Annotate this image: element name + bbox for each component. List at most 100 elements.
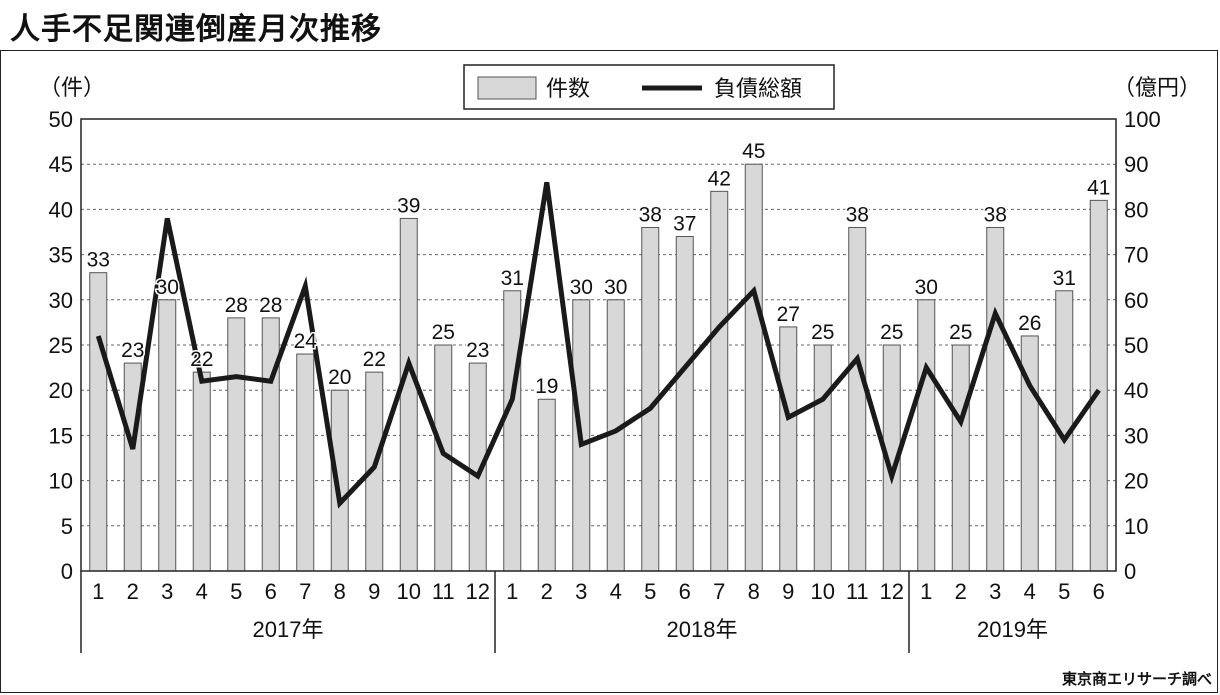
bar-value-label: 31 bbox=[501, 267, 524, 290]
left-tick-label: 40 bbox=[49, 197, 73, 222]
month-tick-label: 10 bbox=[811, 579, 835, 604]
month-tick-label: 11 bbox=[846, 579, 869, 604]
left-tick-label: 5 bbox=[61, 514, 73, 539]
bar-value-label: 31 bbox=[1053, 267, 1076, 290]
month-tick-label: 5 bbox=[1058, 579, 1070, 604]
bar-value-label: 22 bbox=[190, 348, 213, 371]
left-tick-label: 20 bbox=[49, 378, 73, 403]
right-tick-label: 60 bbox=[1124, 288, 1148, 313]
bar-value-label: 25 bbox=[432, 321, 455, 344]
bar-value-label: 24 bbox=[294, 330, 318, 353]
left-tick-label: 45 bbox=[49, 152, 73, 177]
month-tick-label: 2 bbox=[127, 579, 139, 604]
right-tick-label: 10 bbox=[1124, 514, 1148, 539]
month-tick-label: 1 bbox=[92, 579, 104, 604]
bar-value-label: 23 bbox=[466, 339, 489, 362]
left-tick-label: 50 bbox=[49, 107, 73, 132]
bar bbox=[399, 217, 418, 572]
bar bbox=[261, 317, 280, 572]
month-tick-label: 6 bbox=[1093, 579, 1105, 604]
chart-frame: 0 5 10 15 20 25 30 35 40 45 50 0 10 20 30 40 50 60 70 80 90 1… bbox=[0, 50, 1218, 693]
bar-value-label: 37 bbox=[673, 213, 696, 236]
bar-value-label: 39 bbox=[397, 194, 420, 217]
bar-value-label: 38 bbox=[846, 203, 869, 226]
month-tick-label: 6 bbox=[265, 579, 277, 604]
month-tick-label: 3 bbox=[161, 579, 173, 604]
bar-value-label: 20 bbox=[328, 366, 351, 389]
legend-bar-swatch bbox=[477, 76, 537, 100]
month-tick-label: 3 bbox=[989, 579, 1001, 604]
left-tick-label: 15 bbox=[49, 423, 73, 448]
bar-value-label: 28 bbox=[259, 294, 282, 317]
bar-value-label: 30 bbox=[570, 276, 593, 299]
bar-value-label: 45 bbox=[742, 140, 765, 163]
bar-value-label: 19 bbox=[535, 375, 558, 398]
year-label: 2019年 bbox=[977, 617, 1048, 642]
month-tick-label: 6 bbox=[679, 579, 691, 604]
month-tick-label: 11 bbox=[432, 579, 455, 604]
bar-value-label: 30 bbox=[156, 276, 179, 299]
right-tick-label: 90 bbox=[1124, 152, 1148, 177]
bar-value-label: 38 bbox=[984, 203, 1007, 226]
year-label: 2017年 bbox=[253, 617, 324, 642]
bar-value-label: 25 bbox=[949, 321, 972, 344]
bar bbox=[675, 236, 694, 572]
right-tick-label: 100 bbox=[1124, 107, 1161, 132]
right-tick-label: 20 bbox=[1124, 469, 1148, 494]
page-title: 人手不足関連倒産月次推移 bbox=[10, 12, 382, 47]
right-tick-label: 30 bbox=[1124, 423, 1148, 448]
left-tick-label: 0 bbox=[61, 559, 73, 584]
month-tick-label: 7 bbox=[713, 579, 725, 604]
bar-value-label: 42 bbox=[708, 167, 731, 190]
month-tick-label: 4 bbox=[196, 579, 208, 604]
month-tick-label: 1 bbox=[920, 579, 932, 604]
bar-value-label: 30 bbox=[915, 276, 938, 299]
month-tick-label: 3 bbox=[575, 579, 587, 604]
month-tick-label: 9 bbox=[782, 579, 794, 604]
left-tick-label: 30 bbox=[49, 288, 73, 313]
right-tick-label: 80 bbox=[1124, 197, 1148, 222]
bar bbox=[89, 272, 108, 572]
month-tick-label: 5 bbox=[230, 579, 242, 604]
bar-value-label: 22 bbox=[363, 348, 386, 371]
bar-value-label: 33 bbox=[87, 249, 110, 272]
month-tick-label: 8 bbox=[748, 579, 760, 604]
month-tick-label: 4 bbox=[1024, 579, 1036, 604]
right-tick-label: 50 bbox=[1124, 333, 1148, 358]
month-tick-label: 4 bbox=[610, 579, 622, 604]
bar bbox=[503, 290, 522, 572]
month-tick-label: 10 bbox=[397, 579, 421, 604]
bar bbox=[986, 226, 1005, 572]
bar bbox=[779, 326, 798, 572]
debt-line bbox=[95, 181, 1101, 509]
month-tick-label: 9 bbox=[368, 579, 380, 604]
bar bbox=[296, 353, 315, 572]
bar bbox=[537, 398, 556, 572]
bar bbox=[192, 371, 211, 572]
month-tick-label: 1 bbox=[506, 579, 518, 604]
right-tick-label: 0 bbox=[1124, 559, 1136, 584]
bar-value-label: 30 bbox=[604, 276, 627, 299]
bar bbox=[744, 163, 763, 572]
bar bbox=[1089, 199, 1108, 572]
right-tick-label: 40 bbox=[1124, 378, 1148, 403]
source-note: 東京商エリサーチ調べ bbox=[1061, 670, 1212, 688]
bar-value-label: 23 bbox=[121, 339, 144, 362]
bar-value-label: 25 bbox=[880, 321, 903, 344]
bar bbox=[848, 226, 867, 572]
month-tick-label: 7 bbox=[299, 579, 311, 604]
bar bbox=[158, 299, 177, 572]
bar bbox=[813, 344, 832, 572]
right-axis-unit: （億円） bbox=[1113, 75, 1201, 100]
left-axis-unit: （件） bbox=[39, 75, 105, 100]
bar-value-label: 26 bbox=[1018, 312, 1041, 335]
bar-value-label: 27 bbox=[777, 303, 800, 326]
year-label: 2018年 bbox=[667, 617, 738, 642]
month-tick-label: 12 bbox=[880, 579, 904, 604]
bar-value-label: 25 bbox=[811, 321, 834, 344]
right-tick-label: 70 bbox=[1124, 243, 1148, 268]
bar-value-label: 38 bbox=[639, 203, 662, 226]
left-tick-label: 35 bbox=[49, 243, 73, 268]
plot-frame bbox=[80, 118, 1117, 572]
bar bbox=[710, 190, 729, 572]
